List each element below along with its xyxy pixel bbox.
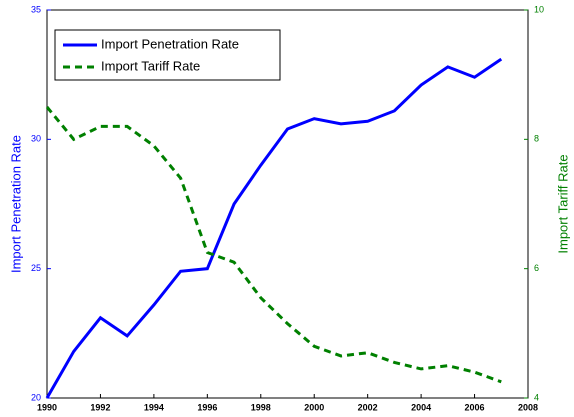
y-tick-label: 35: [31, 4, 41, 14]
y-tick-label: 25: [31, 263, 41, 273]
y2-tick-label: 10: [534, 4, 544, 14]
y2-tick-label: 4: [534, 392, 539, 402]
x-tick-label: 1994: [144, 402, 164, 412]
x-tick-label: 2002: [358, 402, 378, 412]
y-axis-label: Import Penetration Rate: [8, 135, 23, 273]
x-tick-label: 1990: [37, 402, 57, 412]
series-line: [45, 57, 503, 399]
y2-axis-label: Import Tariff Rate: [555, 154, 570, 253]
y-tick-label: 30: [31, 134, 41, 144]
legend-box: [54, 29, 281, 81]
y2-tick-label: 8: [534, 134, 539, 144]
legend-label: Import Penetration Rate: [101, 36, 239, 51]
y2-tick-label: 6: [534, 263, 539, 273]
x-tick-label: 1992: [90, 402, 110, 412]
x-tick-label: 2000: [304, 402, 324, 412]
legend-label: Import Tariff Rate: [101, 58, 200, 73]
x-tick-label: 2004: [411, 402, 431, 412]
x-tick-label: 2008: [518, 402, 538, 412]
x-tick-label: 2006: [465, 402, 485, 412]
x-tick-label: 1996: [197, 402, 217, 412]
y-tick-label: 20: [31, 392, 41, 402]
x-tick-label: 1998: [251, 402, 271, 412]
